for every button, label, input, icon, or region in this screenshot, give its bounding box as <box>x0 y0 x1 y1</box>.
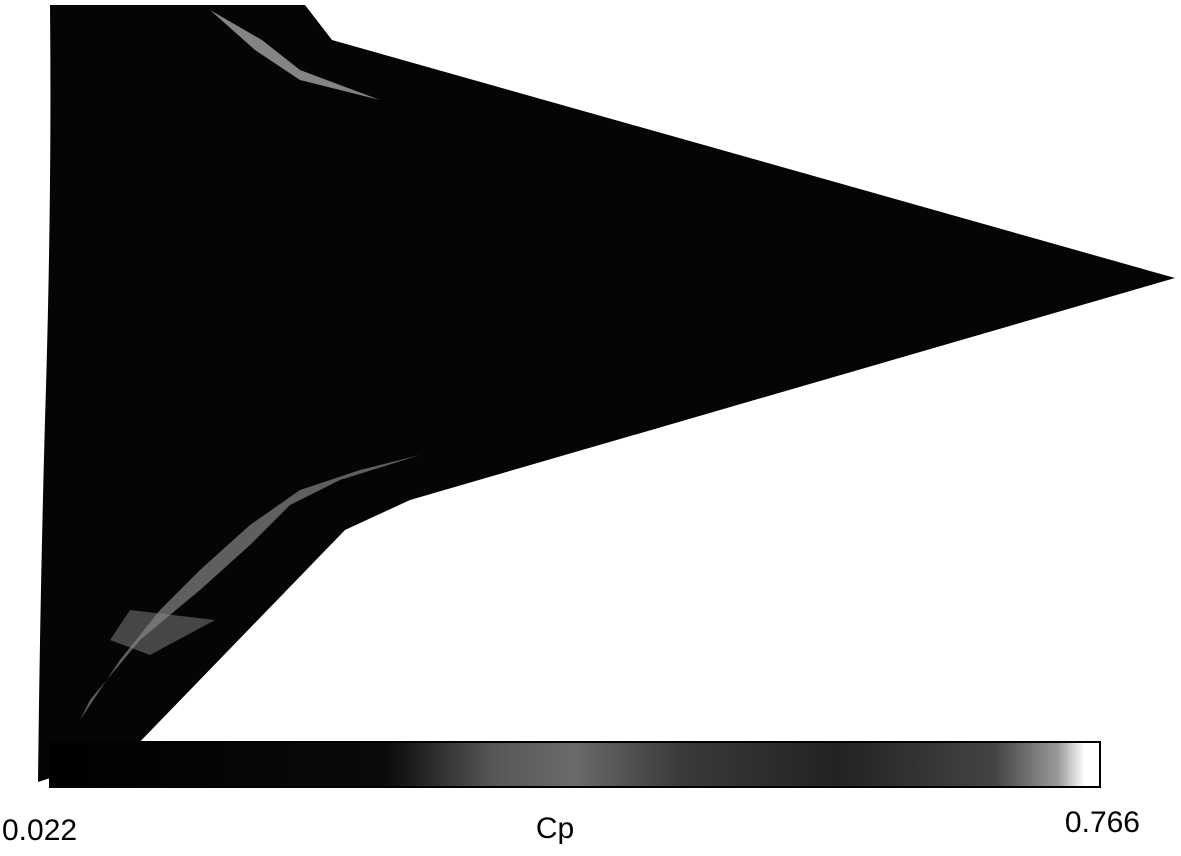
visualization: 0.022 Cp 0.766 <box>0 0 1181 856</box>
colorbar-scale <box>50 742 1100 787</box>
wing-surface <box>38 5 1175 782</box>
colorbar-max-label: 0.766 <box>1065 806 1140 839</box>
colorbar-title: Cp <box>536 812 574 845</box>
colorbar-min-label: 0.022 <box>2 814 77 847</box>
colorbar: 0.022 Cp 0.766 <box>2 742 1140 847</box>
wing-shape <box>38 5 1175 782</box>
page: 0.022 Cp 0.766 (() => { const data = JSO… <box>0 0 1181 856</box>
